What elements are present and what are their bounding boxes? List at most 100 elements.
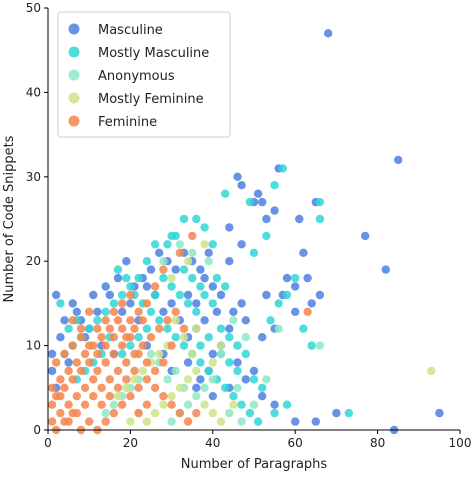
data-point [221,189,230,198]
data-point [60,383,69,392]
data-point [200,223,209,232]
data-point [274,324,283,333]
data-point [97,400,106,409]
data-point [229,400,238,409]
data-point [56,333,65,342]
data-point [60,316,69,325]
data-point [204,366,213,376]
data-point [93,366,102,376]
data-point [142,299,152,308]
data-point [249,400,259,409]
data-point [146,307,156,316]
axes-layer: 0 20 40 60 80 100 0 10 20 30 40 50 Number of Parag… [2,1,471,472]
data-point [229,316,238,325]
data-point [167,273,176,283]
data-point [47,349,57,359]
data-point [196,358,205,367]
data-point [101,307,110,316]
data-point [101,282,110,291]
data-point [344,408,353,418]
data-point [270,408,279,418]
legend-label: Mostly Masculine [98,46,209,61]
data-point [163,240,172,249]
data-point [183,299,193,308]
data-point [93,324,102,333]
data-point [233,366,242,376]
data-point [171,333,180,342]
data-point [126,316,135,325]
data-point [262,214,271,224]
data-point [192,408,201,418]
data-point [258,197,267,207]
data-point [216,349,226,359]
data-point [56,299,65,308]
data-point [196,375,205,384]
data-point [167,341,176,350]
data-point [183,358,193,367]
data-point [299,248,308,257]
data-point [130,375,139,384]
data-point [225,358,234,367]
data-point [299,324,308,333]
legend-label: Masculine [98,23,163,38]
data-point [109,349,119,359]
data-point [113,265,123,274]
legend-box [57,11,231,138]
legend-marker [68,92,80,104]
data-point [142,375,152,384]
data-point [196,341,205,350]
data-point [208,375,217,384]
data-point [159,273,168,283]
data-point [179,214,189,224]
data-point [204,257,213,266]
data-point [146,265,156,274]
y-axis-title: Number of Code Snippets [2,135,17,302]
data-point [64,358,73,367]
data-point [221,383,230,392]
data-point [68,375,77,384]
data-point [266,316,275,325]
data-point [303,273,312,283]
data-point [167,282,176,291]
data-point [130,366,139,376]
x-axis-title: Number of Paragraphs [181,457,328,472]
data-point [113,392,123,401]
x-tick-label: 100 [449,436,472,450]
data-point [179,324,189,333]
data-point [192,383,201,392]
data-point [270,400,279,409]
data-point [163,316,172,325]
data-point [208,392,217,401]
data-point [72,392,82,401]
data-point [142,417,152,426]
data-point [204,248,213,257]
data-point [60,349,69,359]
data-point [101,341,110,350]
data-point [311,417,320,426]
y-tick-label: 20 [26,254,41,268]
data-point [241,375,250,384]
data-point [167,400,176,409]
data-point [278,164,287,173]
data-point [138,341,147,350]
data-point [52,358,61,367]
data-point [113,273,123,283]
data-point [134,307,143,316]
data-point [80,383,90,392]
data-point [303,307,312,316]
data-point [208,408,217,418]
data-point [85,358,94,367]
data-point [85,417,94,426]
data-point [76,366,86,376]
y-tick-label: 10 [26,339,41,353]
data-point [200,290,209,300]
data-point [56,375,65,384]
data-point [167,417,176,426]
data-point [89,290,98,300]
data-point [427,366,436,376]
data-point [245,408,255,418]
data-point [159,257,168,266]
data-point [307,299,316,308]
series-feminine [47,231,312,435]
